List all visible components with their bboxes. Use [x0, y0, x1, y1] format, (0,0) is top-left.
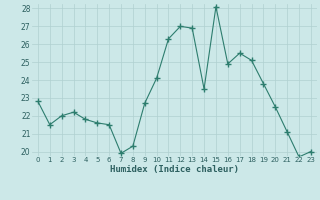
X-axis label: Humidex (Indice chaleur): Humidex (Indice chaleur): [110, 165, 239, 174]
